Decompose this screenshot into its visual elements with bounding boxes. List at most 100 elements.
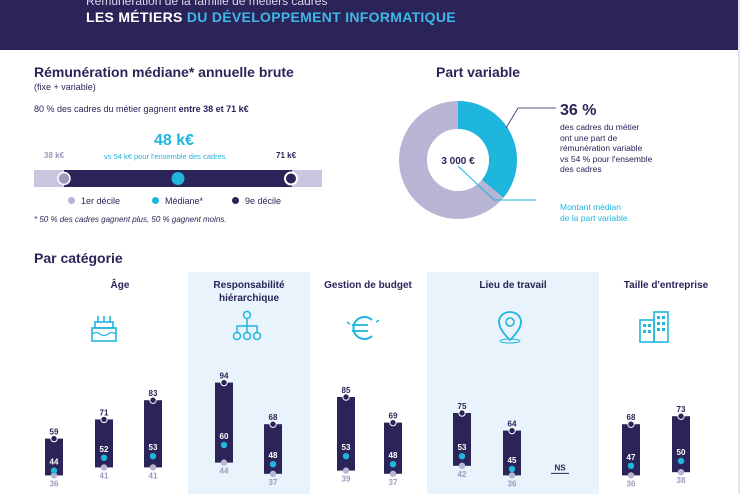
hierarchy-icon bbox=[232, 310, 262, 341]
d9-label: 73 bbox=[677, 405, 686, 414]
median-label: 47 bbox=[627, 453, 636, 462]
median-point bbox=[149, 453, 157, 460]
header-title-part2: DU DÉVELOPPEMENT INFORMATIQUE bbox=[186, 9, 456, 25]
variable-amount-caption: Montant médian de la part variable bbox=[560, 202, 628, 223]
d9-point bbox=[389, 418, 397, 427]
salary-comparison: vs 54 k€ pour l'ensemble des cadres bbox=[104, 152, 226, 161]
median-point bbox=[627, 462, 635, 469]
legend-d1: 1er décile bbox=[68, 196, 120, 206]
d9-point bbox=[269, 420, 277, 428]
amount-caption-line: Montant médian bbox=[560, 202, 621, 212]
office-building-icon bbox=[639, 311, 669, 343]
category-chart: 59 44 36 71 52 41 83 53 41 94 60 44 68 48 37 85 53 39 69 48… bbox=[45, 372, 690, 488]
legend-median-label: Médiane* bbox=[165, 196, 204, 206]
salary-d9-marker bbox=[284, 171, 298, 186]
variable-donut: 3 000 € bbox=[399, 101, 517, 219]
d1-point bbox=[389, 470, 397, 477]
salary-range-bold: entre 38 et 71 k€ bbox=[178, 104, 249, 114]
donut-hole bbox=[427, 129, 489, 191]
header-banner: Rémunération de la famille de métiers ca… bbox=[0, 0, 738, 50]
d9-label: 59 bbox=[50, 428, 59, 437]
header-subtitle: Rémunération de la famille de métiers ca… bbox=[86, 0, 328, 8]
salary-median-marker bbox=[171, 172, 185, 185]
range-bar bbox=[95, 419, 113, 468]
d9-label: 69 bbox=[389, 412, 398, 421]
ns-label: NS bbox=[554, 463, 566, 472]
variable-desc-line: des cadres bbox=[560, 164, 602, 174]
salary-subtitle: (fixe + variable) bbox=[34, 82, 96, 92]
d1-point bbox=[677, 469, 685, 476]
salary-d1-marker bbox=[57, 171, 71, 186]
range-bar bbox=[384, 422, 402, 474]
median-point bbox=[342, 453, 350, 460]
d9-label: 83 bbox=[149, 389, 158, 398]
d1-label: 42 bbox=[458, 470, 467, 479]
panel-responsabilite bbox=[188, 272, 310, 494]
d9-label: 68 bbox=[269, 413, 278, 422]
variable-desc-line: rémunération variable bbox=[560, 143, 643, 153]
median-point bbox=[269, 461, 277, 468]
d1-label: 44 bbox=[220, 467, 229, 476]
d1-point bbox=[50, 472, 58, 479]
d9-label: 68 bbox=[627, 413, 636, 422]
salary-low-label: 38 k€ bbox=[44, 151, 65, 160]
d1-label: 37 bbox=[389, 478, 398, 487]
median-label: 53 bbox=[149, 443, 158, 452]
salary-title: Rémunération médiane* annuelle brute bbox=[34, 64, 294, 80]
d9-label: 94 bbox=[220, 372, 229, 381]
median-label: 50 bbox=[677, 448, 686, 457]
d9-point bbox=[342, 393, 350, 401]
d9-point bbox=[50, 434, 58, 443]
group-title-lieu: Lieu de travail bbox=[479, 280, 547, 291]
variable-desc-line: vs 54 % pour l'ensemble bbox=[560, 153, 653, 164]
legend-median-dot bbox=[152, 197, 159, 204]
d9-label: 75 bbox=[458, 402, 467, 411]
median-point bbox=[677, 457, 685, 465]
d9-point bbox=[508, 426, 516, 435]
range-bar bbox=[264, 424, 282, 474]
group-title-budget: Gestion de budget bbox=[324, 280, 412, 291]
d9-point bbox=[677, 412, 685, 420]
median-label: 48 bbox=[389, 451, 398, 460]
legend-d9-label: 9e décile bbox=[245, 196, 282, 206]
salary-median-value: 48 k€ bbox=[154, 132, 195, 149]
median-point bbox=[50, 467, 58, 474]
category-title: Par catégorie bbox=[34, 250, 123, 266]
median-label: 45 bbox=[508, 456, 517, 465]
range-bar bbox=[672, 416, 690, 473]
d1-label: 36 bbox=[508, 479, 517, 488]
median-label: 44 bbox=[50, 458, 59, 467]
median-label: 48 bbox=[269, 451, 278, 460]
median-label: 60 bbox=[220, 432, 229, 441]
birthday-cake-icon bbox=[91, 316, 117, 342]
header-title-part1: LES MÉTIERS bbox=[86, 9, 183, 25]
legend-d1-dot bbox=[68, 197, 75, 204]
d1-point bbox=[269, 470, 277, 477]
variable-amount: 3 000 € bbox=[441, 156, 475, 167]
d1-point bbox=[458, 462, 466, 469]
header-title: LES MÉTIERS DU DÉVELOPPEMENT INFORMATIQU… bbox=[86, 9, 456, 25]
group-title-age: Âge bbox=[110, 280, 130, 291]
variable-desc-line: des cadres du métier bbox=[560, 122, 640, 132]
legend-d9: 9e décile bbox=[232, 196, 281, 206]
d9-point bbox=[458, 409, 466, 417]
variable-desc-line: ont une part de bbox=[560, 132, 618, 143]
d9-label: 85 bbox=[342, 386, 351, 395]
d1-label: 41 bbox=[149, 471, 158, 480]
d9-label: 71 bbox=[100, 408, 109, 417]
d1-point bbox=[149, 464, 157, 471]
group-title-taille: Taille d'entreprise bbox=[623, 280, 709, 291]
amount-caption-line: de la part variable bbox=[560, 212, 628, 223]
right-edge-stripe bbox=[738, 0, 740, 494]
d1-point bbox=[220, 459, 228, 466]
legend-d9-dot bbox=[232, 197, 239, 204]
variable-pct: 36 % bbox=[560, 102, 597, 119]
range-bar bbox=[453, 413, 471, 466]
legend-median: Médiane* bbox=[152, 196, 203, 206]
location-pin-icon bbox=[498, 311, 522, 344]
median-point bbox=[100, 454, 108, 461]
variable-leader-line bbox=[458, 165, 536, 201]
d1-label: 36 bbox=[50, 479, 59, 488]
d1-point bbox=[627, 472, 635, 479]
range-bar bbox=[622, 424, 640, 476]
